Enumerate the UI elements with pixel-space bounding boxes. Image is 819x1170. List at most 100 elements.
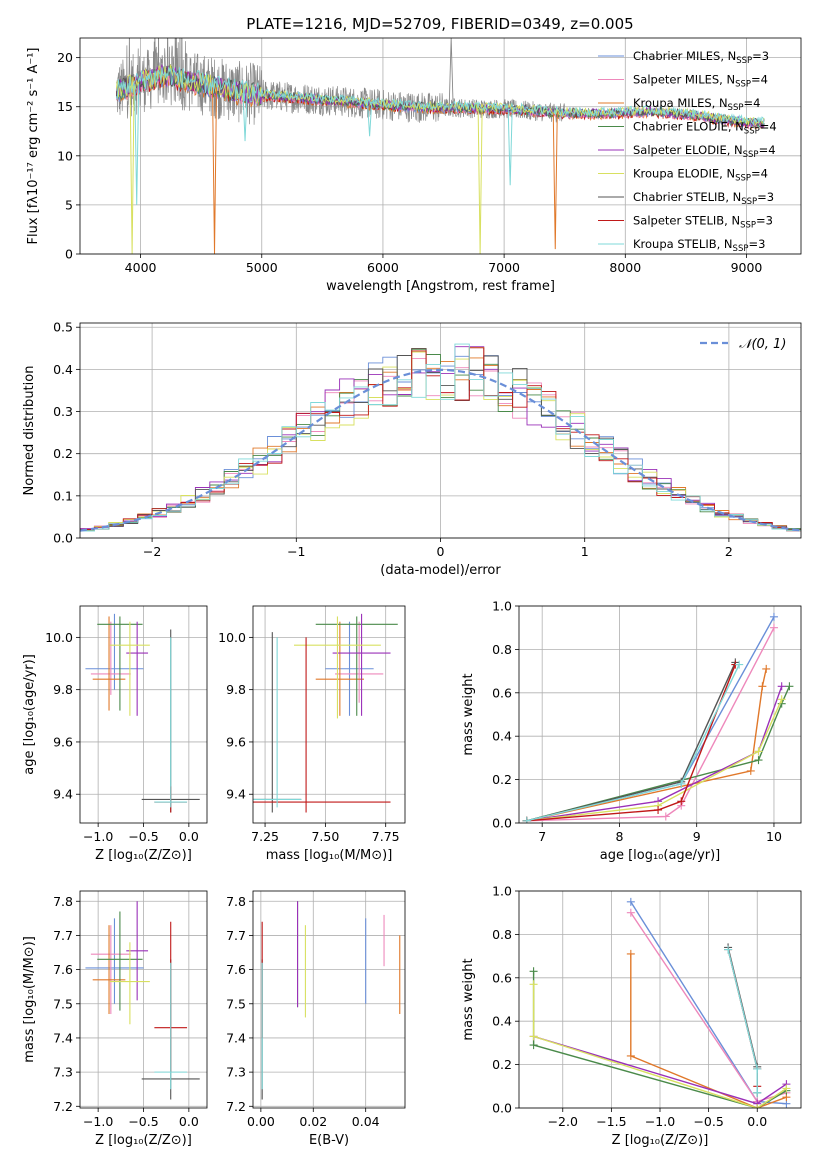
legend-entry-label: 𝒩(0, 1) <box>739 337 786 352</box>
x-tick-label: 6000 <box>367 260 399 275</box>
y-tick-label: 9.6 <box>226 734 246 749</box>
weight-marker-c2 <box>626 908 635 917</box>
y-tick-label: 5 <box>65 197 73 212</box>
y-tick-label: 7.7 <box>226 928 246 943</box>
x-axis-label: wavelength [Angstrom, rest frame] <box>326 279 555 294</box>
y-tick-label: 0.2 <box>53 446 73 461</box>
absorption-dip <box>477 108 483 254</box>
x-tick-label: −1.0 <box>83 1114 113 1129</box>
x-tick-label: −1.5 <box>596 1114 626 1129</box>
legend-tail: =4 <box>759 143 776 157</box>
legend-tail: =4 <box>760 120 777 134</box>
y-axis-label: mass [log₁₀(M/M⊙)] <box>22 936 37 1063</box>
absorption-dip <box>552 112 558 250</box>
spectrum-legend: Chabrier MILES, NSSP=3 Salpeter MILES, NS… <box>598 49 777 254</box>
y-tick-label: 10 <box>57 148 73 163</box>
x-tick-label: 8000 <box>609 260 641 275</box>
axes-frame <box>79 605 208 824</box>
panel-ebv-mass: 0.00 0.02 0.04 7.2 7.3 7.4 7.5 7.6 7.7 7.8 E(B-V) <box>226 890 406 1148</box>
plot-area <box>85 901 200 1100</box>
y-tick-label: 7.6 <box>226 962 246 977</box>
panel-z-mass: −1.0 −0.5 0.0 7.2 7.3 7.4 7.5 7.6 7.7 7.8 Z [log₁₀… <box>22 890 208 1148</box>
absorption-dip <box>134 83 140 205</box>
x-tick-label: −1.0 <box>83 829 113 844</box>
y-tick-label: 7.6 <box>53 962 73 977</box>
legend-entry-label: Chabrier STELIB, NSSP=3 <box>633 190 774 207</box>
x-tick-label: 7 <box>538 829 546 844</box>
weight-marker-c4 <box>529 967 538 976</box>
weight-marker-c2 <box>661 812 670 821</box>
y-tick-label: 1.0 <box>492 599 512 614</box>
legend-entry-label: Salpeter ELODIE, NSSP=4 <box>633 143 776 160</box>
axes-frame <box>252 605 406 824</box>
y-tick-label: 10.0 <box>218 630 246 645</box>
x-tick-label: −0.5 <box>128 829 158 844</box>
weight-marker-c4 <box>785 682 794 691</box>
weight-series-c6 <box>532 984 787 1108</box>
legend-subscript: SSP <box>728 103 744 113</box>
y-tick-label: 9.8 <box>226 682 246 697</box>
y-tick-label: 20 <box>57 50 73 65</box>
weight-marker-c9 <box>753 1064 762 1073</box>
weight-marker-c1 <box>769 612 778 621</box>
weight-marker-c4 <box>529 1041 538 1050</box>
figure-title: PLATE=1216, MJD=52709, FIBERID=0349, z=0… <box>246 15 633 33</box>
y-tick-label: 0.3 <box>53 404 73 419</box>
panel-mass-age: 7.25 7.50 7.75 9.4 9.6 9.8 10.0 mass [log₁₀(M/M… <box>218 605 406 863</box>
grid <box>519 890 801 1109</box>
absorption-dip <box>129 85 135 254</box>
gaussian-curve <box>80 368 801 532</box>
x-tick-label: 8 <box>615 829 623 844</box>
legend-subscript: SSP <box>743 150 759 160</box>
legend-entry-label: Salpeter MILES, NSSP=4 <box>633 73 768 90</box>
y-tick-label: 1.0 <box>492 884 512 899</box>
legend-subscript: SSP <box>735 174 751 184</box>
legend-subscript: SSP <box>744 127 760 137</box>
weight-series-c2 <box>526 627 775 822</box>
legend-tail: =3 <box>748 237 765 251</box>
y-tick-label: 0.1 <box>53 488 73 503</box>
plot-area <box>80 343 801 532</box>
x-tick-label: 0 <box>437 544 445 559</box>
y-tick-label: 0.2 <box>492 772 512 787</box>
plot-area <box>522 612 794 823</box>
emission-line <box>448 38 454 108</box>
x-tick-label: −1 <box>287 544 305 559</box>
axes-frame <box>79 322 802 539</box>
weight-marker-c3 <box>626 949 635 958</box>
y-tick-label: 9.4 <box>226 787 246 802</box>
weight-marker-c2 <box>769 623 778 632</box>
y-tick-label: 10.0 <box>45 630 73 645</box>
y-tick-label: 0.0 <box>492 816 512 831</box>
panel-spectrum: 4000 5000 6000 7000 8000 9000 0 5 10 15 20 waveleng… <box>26 37 802 294</box>
x-tick-label: 7.50 <box>311 829 339 844</box>
weight-marker-c9 <box>735 660 744 669</box>
y-tick-label: 0.8 <box>492 642 512 657</box>
legend-tail: =4 <box>751 73 768 87</box>
weight-marker-c5 <box>777 682 786 691</box>
weight-marker-c9 <box>522 816 531 823</box>
x-tick-label: 0.04 <box>352 1114 380 1129</box>
legend-entry-label: Chabrier ELODIE, NSSP=4 <box>633 120 777 137</box>
axes-frame <box>518 605 802 824</box>
panel-age-weight: 7 8 9 10 0.0 0.2 0.4 0.6 0.8 1.0 age [log₁₀(age/yr… <box>461 599 802 863</box>
plot-area <box>261 901 401 1100</box>
x-tick-label: 10 <box>766 829 782 844</box>
x-tick-label: 2 <box>725 544 733 559</box>
y-tick-label: 15 <box>57 99 73 114</box>
y-tick-label: 0.4 <box>492 729 512 744</box>
y-tick-label: 7.8 <box>226 894 246 909</box>
y-axis-label: Normed distribution <box>22 366 37 496</box>
y-tick-label: 0.6 <box>492 970 512 985</box>
model-spectrum-c9 <box>115 66 765 126</box>
weight-series-c8 <box>526 664 736 822</box>
x-axis-label: mass [log₁₀(M/M⊙)] <box>266 848 393 863</box>
weight-marker-c3 <box>762 664 771 673</box>
absorption-dip <box>242 92 248 142</box>
weight-marker-c6 <box>777 695 786 704</box>
x-tick-label: 1 <box>581 544 589 559</box>
legend-entry-label: Kroupa ELODIE, NSSP=4 <box>633 167 768 184</box>
x-tick-label: 7000 <box>488 260 520 275</box>
weight-marker-c3 <box>626 1051 635 1060</box>
weight-marker-c9 <box>677 779 686 788</box>
